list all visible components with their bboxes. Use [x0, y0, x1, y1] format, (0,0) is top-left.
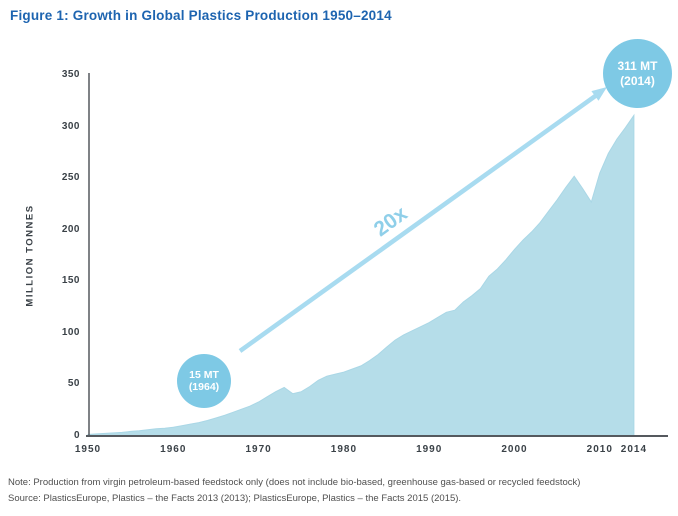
annotation-bubble-2014: 311 MT (2014) [603, 39, 672, 108]
x-tick-label: 1960 [160, 444, 187, 455]
source-text: Source: PlasticsEurope, Plastics – the F… [8, 493, 462, 504]
x-tick-label: 2010 [586, 444, 613, 455]
annotation-year: (1964) [188, 381, 220, 393]
x-tick-label: 2014 [620, 444, 648, 455]
annotation-value: 15 MT [189, 368, 219, 381]
x-tick-label: 1950 [74, 444, 102, 455]
y-tick-label: 350 [61, 69, 80, 81]
production-area [87, 113, 635, 437]
annotation-year: (2014) [620, 73, 655, 88]
y-tick-label: 200 [61, 223, 80, 235]
y-axis-title: MILLION TONNES [24, 204, 36, 307]
figure-title: Figure 1: Growth in Global Plastics Prod… [10, 8, 392, 23]
y-tick-label: 250 [61, 172, 80, 184]
y-tick-label: 300 [61, 120, 80, 132]
y-tick-label: 50 [67, 378, 80, 390]
y-tick-label: 150 [61, 275, 80, 287]
annotation-value: 311 MT [617, 58, 658, 73]
x-tick-label: 1970 [245, 444, 272, 455]
note-text: Note: Production from virgin petroleum-b… [8, 477, 581, 488]
x-tick-label: 2000 [501, 444, 528, 455]
annotation-bubble-1964: 15 MT (1964) [177, 354, 231, 408]
growth-arrow [238, 93, 598, 353]
y-tick-label: 100 [61, 326, 80, 338]
growth-arrow-head [591, 87, 607, 101]
y-tick-label: 0 [73, 430, 80, 441]
x-tick-label: 1980 [330, 444, 358, 455]
x-tick-label: 1990 [416, 444, 443, 455]
